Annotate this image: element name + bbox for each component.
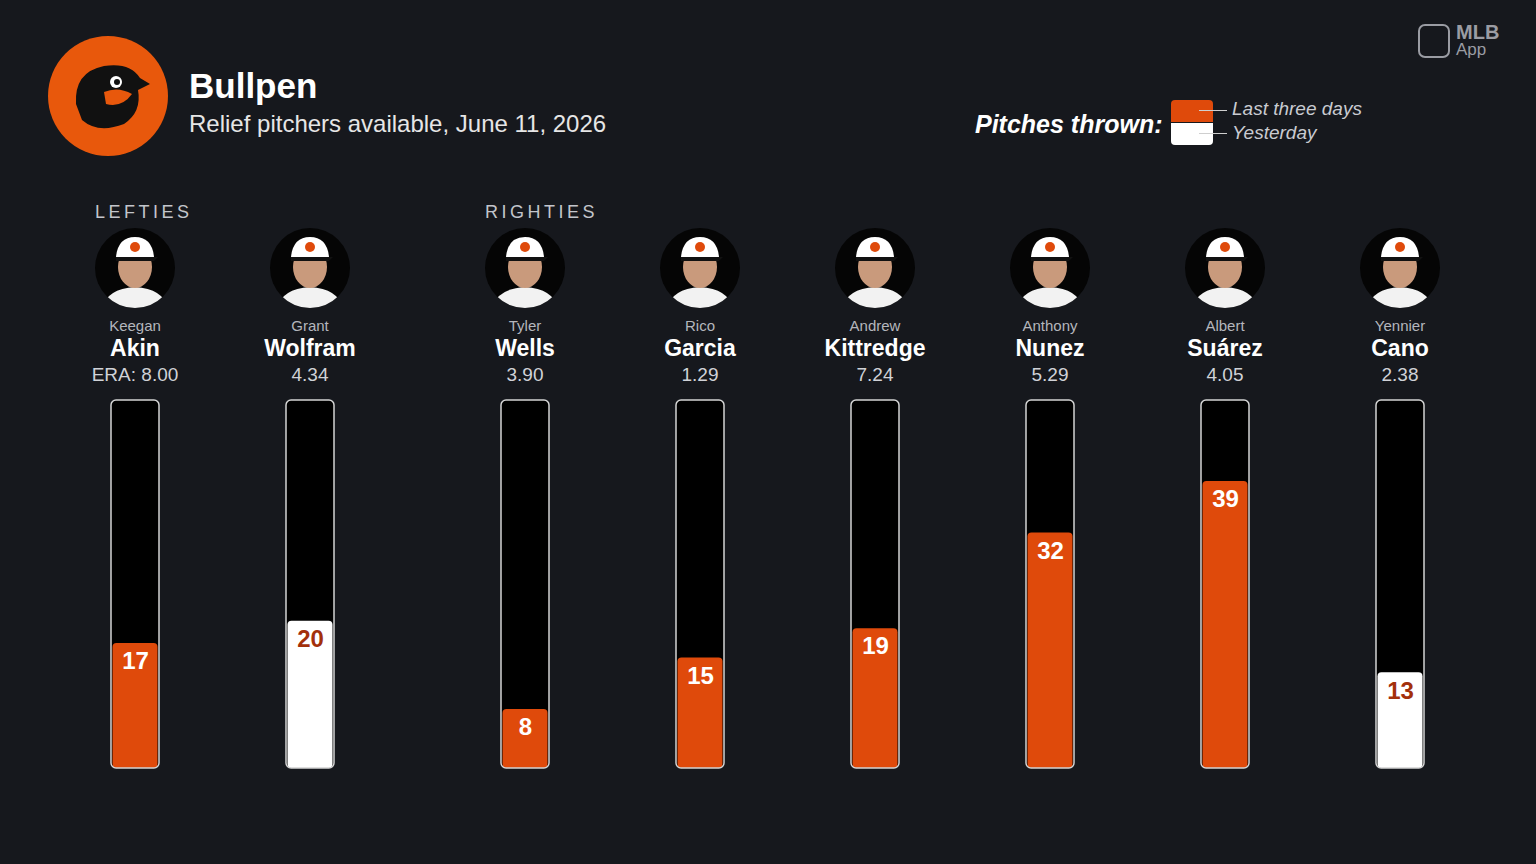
html-text:Relief pitchers available, Jun: Relief pitchers available, June 11, 2026	[189, 110, 607, 137]
html-text:Suárez: Suárez	[1187, 335, 1263, 361]
html-text:4.05: 4.05	[1206, 364, 1244, 385]
html-text:Wolfram: Wolfram	[264, 335, 356, 361]
svg-text:15: 15	[687, 662, 714, 689]
html-text:Last three days: Last three days	[1232, 98, 1362, 119]
html-text:LEFTIES: LEFTIES	[95, 202, 193, 222]
html-text:Garcia: Garcia	[664, 335, 736, 361]
html-text:Wells: Wells	[495, 335, 555, 361]
html-text:ERA: 8.00: ERA: 8.00	[91, 364, 179, 385]
html-text:Anthony: Anthony	[1022, 317, 1078, 334]
html-text:2.38: 2.38	[1381, 364, 1419, 385]
html-text:Rico: Rico	[685, 317, 715, 334]
html-text:Yennier: Yennier	[1374, 317, 1426, 334]
html-text:Akin: Akin	[110, 335, 160, 361]
html-text:Albert: Albert	[1205, 317, 1245, 334]
html-text:Pitches thrown:: Pitches thrown:	[975, 110, 1163, 138]
html-text:Bullpen: Bullpen	[189, 66, 318, 105]
html-text:Cano: Cano	[1371, 335, 1429, 361]
svg-text:19: 19	[862, 632, 889, 659]
html-text:App: App	[1456, 40, 1487, 59]
html-text:Nunez: Nunez	[1015, 335, 1085, 361]
html-text:Kittredge: Kittredge	[824, 335, 926, 361]
svg-text:20: 20	[297, 625, 324, 652]
svg-text:32: 32	[1037, 537, 1064, 564]
html-text:RIGHTIES: RIGHTIES	[485, 202, 598, 222]
html-text:Andrew: Andrew	[849, 317, 901, 334]
html-text:MLB: MLB	[1456, 21, 1500, 43]
svg-text:17: 17	[122, 647, 149, 674]
html-text:7.24: 7.24	[856, 364, 894, 385]
svg-text:39: 39	[1212, 485, 1239, 512]
html-text:Tyler: Tyler	[508, 317, 542, 334]
html-text:Yesterday: Yesterday	[1232, 122, 1317, 143]
html-text:1.29: 1.29	[681, 364, 719, 385]
html-text:5.29: 5.29	[1031, 364, 1069, 385]
html-text:Grant: Grant	[291, 317, 329, 334]
svg-text:13: 13	[1387, 677, 1414, 704]
html-text:3.90: 3.90	[506, 364, 544, 385]
svg-text:8: 8	[519, 713, 532, 740]
html-text:Keegan: Keegan	[109, 317, 161, 334]
html-text:4.34: 4.34	[291, 364, 329, 385]
